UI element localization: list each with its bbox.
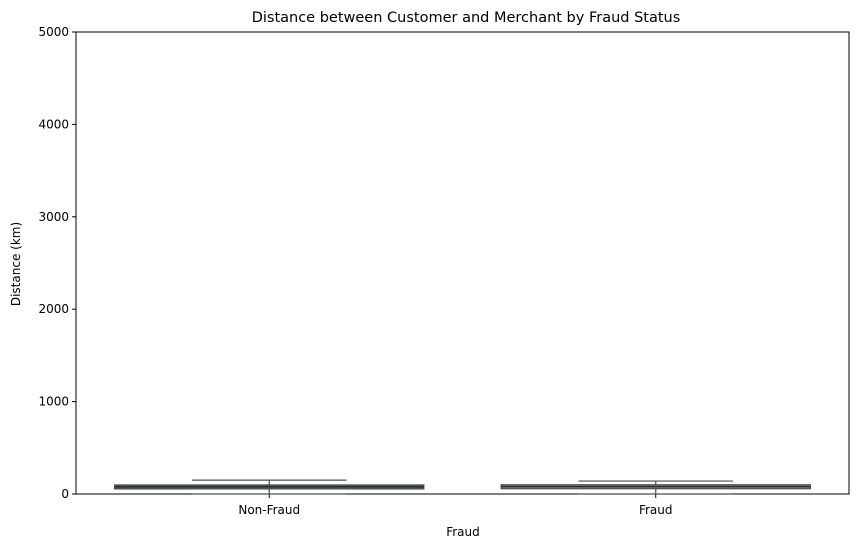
chart-title: Distance between Customer and Merchant b… xyxy=(252,10,681,26)
y-tick-label: 2000 xyxy=(38,302,69,316)
x-axis-label: Fraud xyxy=(446,525,480,539)
y-tick-label: 1000 xyxy=(38,395,69,409)
y-tick-label: 3000 xyxy=(38,210,69,224)
x-tick-label: Fraud xyxy=(639,503,673,517)
plot-area-frame xyxy=(75,31,850,495)
x-tick-label: Non-Fraud xyxy=(238,503,300,517)
y-axis-label: Distance (km) xyxy=(9,222,23,306)
y-tick-label: 5000 xyxy=(38,25,69,39)
y-tick-label: 0 xyxy=(61,487,69,501)
y-tick-label: 4000 xyxy=(38,117,69,131)
